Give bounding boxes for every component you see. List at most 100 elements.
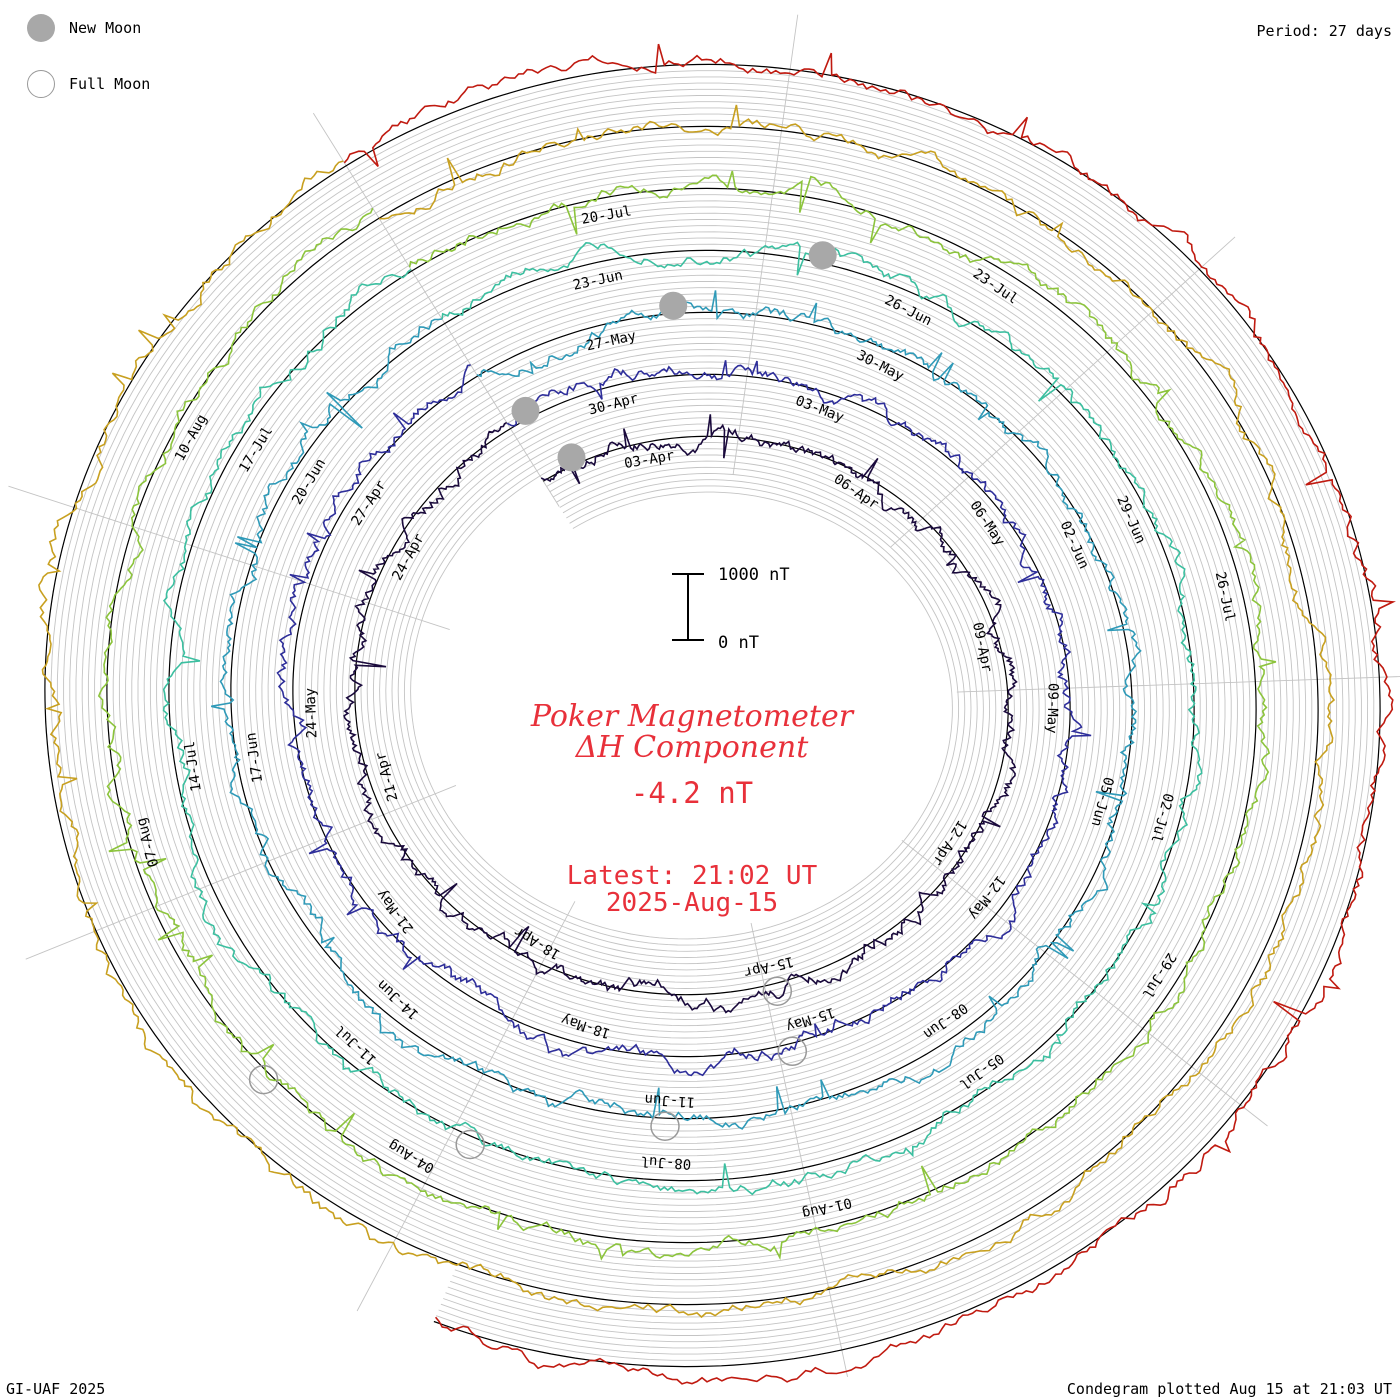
grid-arc <box>372 444 991 977</box>
legend-new-moon: New Moon <box>27 14 141 42</box>
full-moon-marker <box>455 1129 485 1160</box>
date-label: 21-Apr <box>373 750 402 803</box>
grid-arc <box>349 70 1375 1361</box>
grid-arc <box>174 256 1189 1175</box>
new-moon-marker <box>808 241 837 270</box>
grid-arc <box>355 82 1362 1349</box>
grid-arc <box>366 438 997 983</box>
grid-arc <box>311 391 1052 1039</box>
grid-arc <box>218 299 1145 1132</box>
new-moon-marker <box>511 396 540 425</box>
full-moon-marker <box>762 976 793 1006</box>
grid-arc <box>317 396 1046 1033</box>
radial-spoke <box>956 676 1400 693</box>
scale-bar: 1000 nT 0 nT <box>672 565 790 653</box>
grid-arc <box>143 225 1220 1206</box>
latest-time: Latest: 21:02 UT <box>567 861 818 891</box>
radial-spoke <box>312 112 560 507</box>
grid-arc <box>391 459 972 958</box>
grid-arc <box>125 206 1238 1225</box>
radial-spoke <box>750 922 848 1377</box>
scale-bar-top-label: 1000 nT <box>718 565 790 585</box>
new-moon-marker <box>659 291 688 320</box>
grid-arc <box>63 144 1300 1287</box>
grid-arc <box>385 454 978 965</box>
grid-arc <box>94 175 1269 1256</box>
date-label: 14-Jun <box>374 976 422 1022</box>
grid-arc <box>267 349 1096 1082</box>
trace-6 <box>38 104 1336 1319</box>
trace-1 <box>343 414 1018 1014</box>
grid-arc <box>286 367 1077 1064</box>
date-label: 02-Jul <box>1147 791 1176 844</box>
grid-arc <box>397 465 966 952</box>
center-info: Poker Magnetometer ΔH Component -4.2 nT … <box>530 699 855 918</box>
chart-title-line1: Poker Magnetometer <box>530 699 855 734</box>
grid-arc <box>365 101 1344 1330</box>
grid-arc <box>372 113 1331 1318</box>
ring-layer <box>44 63 1381 1368</box>
date-label: 18-May <box>559 1011 612 1041</box>
grid-arc <box>298 380 1065 1051</box>
grid-arc <box>56 138 1307 1293</box>
grid-arc <box>118 200 1245 1231</box>
radial-spoke <box>889 236 1236 548</box>
grid-arc <box>368 107 1338 1324</box>
grid-arc <box>342 417 1022 1008</box>
grid-arc <box>335 412 1028 1014</box>
date-label: 17-Jun <box>243 732 266 784</box>
grid-arc <box>187 268 1176 1163</box>
grid-arc <box>75 157 1288 1274</box>
grid-arc <box>156 237 1207 1194</box>
grid-arc <box>211 293 1152 1138</box>
grid-arc <box>362 95 1350 1336</box>
grid-arc <box>255 336 1108 1095</box>
grid-arc <box>236 318 1127 1113</box>
grid-arc <box>199 280 1164 1151</box>
grid-arc <box>112 194 1251 1237</box>
full-moon-marker <box>248 1064 279 1095</box>
new-moon-marker <box>557 443 586 472</box>
grid-arc <box>242 324 1121 1107</box>
grid-arc <box>379 449 984 971</box>
new-moon-icon <box>27 14 55 42</box>
date-label: 14-Jul <box>182 740 205 792</box>
grid-arc <box>360 433 1003 989</box>
grid-arc <box>100 181 1263 1250</box>
grid-arc <box>359 88 1356 1343</box>
date-label: 05-Jul <box>956 1050 1006 1092</box>
grid-arc <box>137 218 1226 1212</box>
date-label: 23-Jul <box>970 266 1021 308</box>
full-moon-marker <box>777 1036 808 1067</box>
date-label: 07-Aug <box>134 816 163 869</box>
date-label: 11-Jun <box>644 1091 695 1110</box>
grid-arc <box>403 470 960 946</box>
legend-full-moon: Full Moon <box>27 70 150 98</box>
trace-layer <box>38 43 1396 1385</box>
latest-date: 2025-Aug-15 <box>606 888 778 918</box>
grid-arc <box>131 212 1232 1219</box>
grid-arc <box>329 407 1034 1020</box>
full-moon-icon <box>27 70 55 98</box>
date-label: 24-May <box>303 687 321 738</box>
grid-arc <box>69 150 1294 1281</box>
grid-arc <box>87 169 1276 1262</box>
radial-spoke <box>356 901 576 1312</box>
current-value: -4.2 nT <box>631 776 753 810</box>
chart-title-line2: ΔH Component <box>575 730 809 765</box>
grid-arc <box>193 274 1170 1157</box>
grid-arc <box>352 76 1369 1355</box>
date-label: 04-Aug <box>386 1137 438 1176</box>
grid-arc <box>249 330 1114 1101</box>
footer-credit: GI-UAF 2025 <box>6 1380 106 1398</box>
grid-arc <box>304 386 1059 1045</box>
grid-arc <box>205 287 1158 1144</box>
date-label: 08-Jul <box>640 1153 691 1172</box>
legend-full-moon-label: Full Moon <box>69 75 151 93</box>
grid-arc <box>149 231 1214 1200</box>
baseline-spiral <box>44 63 1381 1368</box>
grid-arc <box>81 163 1282 1268</box>
trace-2 <box>276 360 1092 1077</box>
radial-spoke <box>25 784 457 960</box>
grid-arc <box>280 361 1083 1070</box>
